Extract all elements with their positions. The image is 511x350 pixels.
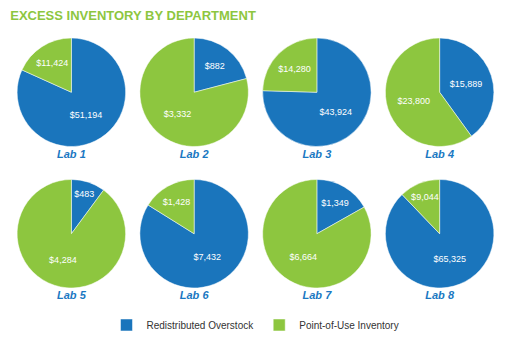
svg-text:$3,332: $3,332 [164, 109, 192, 119]
svg-text:$7,432: $7,432 [194, 252, 222, 262]
svg-text:$43,924: $43,924 [320, 107, 353, 117]
svg-text:Point-of-Use Inventory: Point-of-Use Inventory [299, 320, 399, 331]
svg-text:Lab 7: Lab 7 [303, 289, 333, 301]
svg-text:$1,428: $1,428 [163, 197, 191, 207]
svg-text:Lab 3: Lab 3 [303, 148, 332, 160]
svg-text:Lab 5: Lab 5 [57, 289, 87, 301]
svg-text:$14,280: $14,280 [278, 64, 311, 74]
svg-text:$6,664: $6,664 [289, 252, 317, 262]
svg-text:$65,325: $65,325 [433, 254, 466, 264]
svg-text:Lab 6: Lab 6 [180, 289, 210, 301]
svg-text:$882: $882 [205, 61, 225, 71]
svg-text:$15,889: $15,889 [450, 79, 483, 89]
svg-text:Lab 1: Lab 1 [57, 148, 86, 160]
svg-text:Lab 8: Lab 8 [425, 289, 455, 301]
svg-text:EXCESS INVENTORY BY DEPARTMENT: EXCESS INVENTORY BY DEPARTMENT [10, 8, 256, 23]
svg-text:Lab 4: Lab 4 [425, 148, 454, 160]
svg-text:$11,424: $11,424 [36, 58, 68, 68]
svg-text:Redistributed Overstock: Redistributed Overstock [147, 320, 255, 331]
svg-text:$483: $483 [74, 189, 94, 199]
svg-text:$4,284: $4,284 [49, 255, 77, 265]
svg-text:$1,349: $1,349 [321, 198, 349, 208]
svg-text:Lab 2: Lab 2 [180, 148, 209, 160]
svg-text:$51,194: $51,194 [70, 110, 103, 120]
svg-text:$9,044: $9,044 [411, 192, 439, 202]
svg-text:$23,800: $23,800 [398, 96, 431, 106]
